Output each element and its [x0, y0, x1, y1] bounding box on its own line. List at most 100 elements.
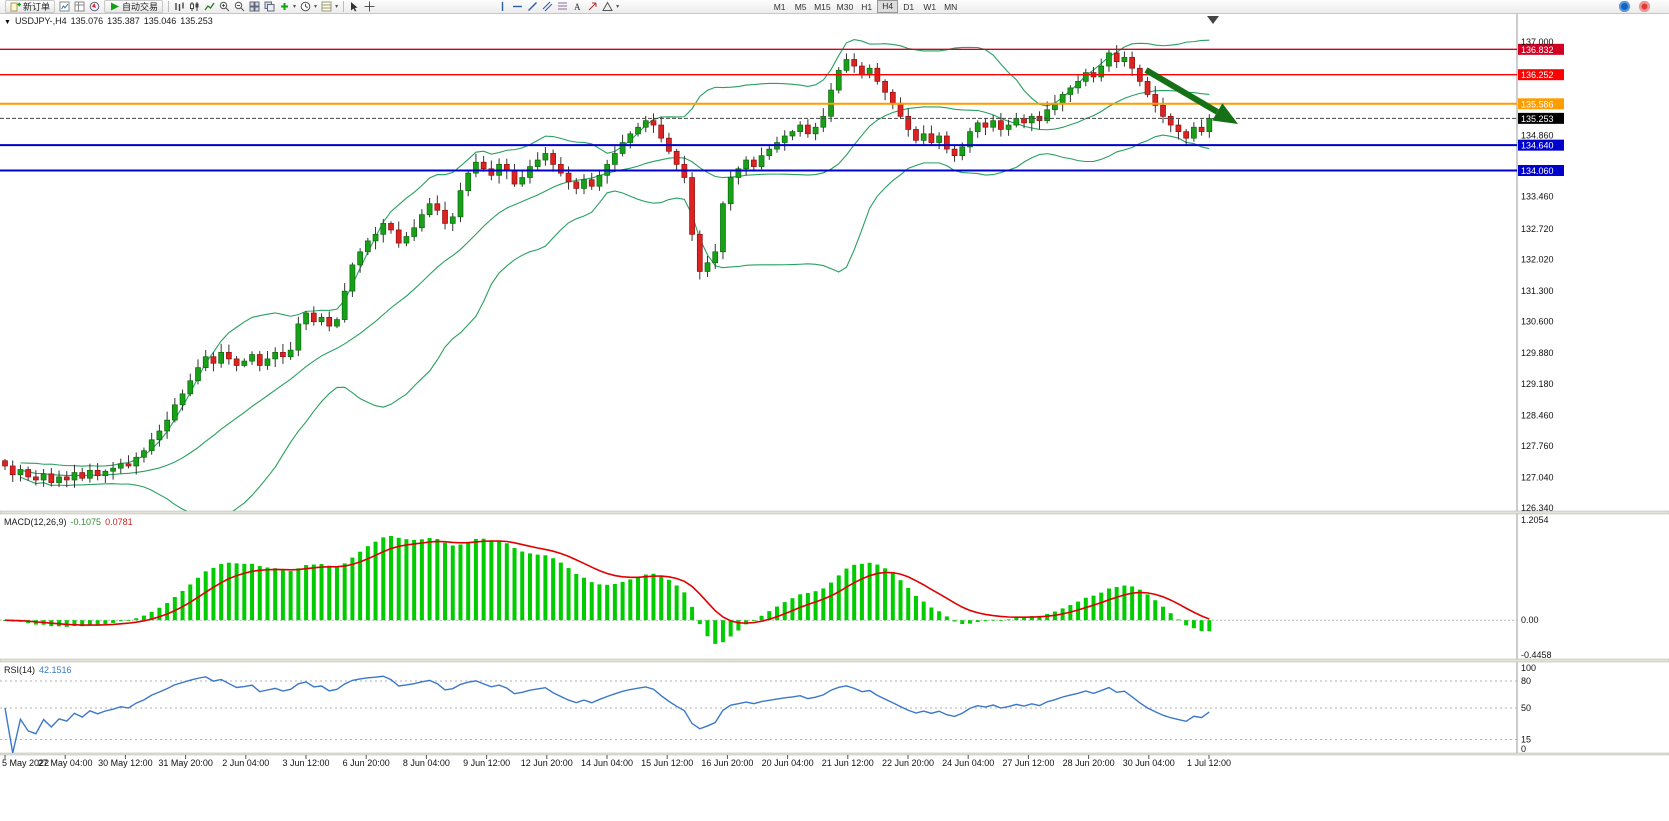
- svg-text:9 Jun 12:00: 9 Jun 12:00: [463, 758, 510, 768]
- price-tag: [1518, 139, 1564, 151]
- arrow-tool-button[interactable]: [585, 0, 600, 13]
- line-studies-toolbar: A ▾: [495, 0, 621, 13]
- macd-title: MACD(12,26,9): [4, 517, 67, 527]
- market-watch-icon: [59, 1, 70, 12]
- timeframe-d1[interactable]: D1: [903, 2, 915, 12]
- bar-chart-button[interactable]: [172, 0, 187, 13]
- periods-clock-icon: [300, 1, 311, 12]
- svg-text:136.252: 136.252: [1521, 70, 1554, 80]
- channel-button[interactable]: [540, 0, 555, 13]
- svg-text:131.300: 131.300: [1521, 286, 1554, 296]
- shapes-button[interactable]: ▾: [600, 0, 621, 13]
- candlestick-chart-button[interactable]: [187, 0, 202, 13]
- chart-shift-marker[interactable]: [1207, 16, 1219, 24]
- panel-separator[interactable]: [0, 752, 1669, 756]
- svg-text:135.253: 135.253: [1521, 114, 1554, 124]
- svg-text:0: 0: [1521, 744, 1526, 754]
- market-watch-button[interactable]: [57, 0, 72, 13]
- svg-text:8 Jun 04:00: 8 Jun 04:00: [403, 758, 450, 768]
- cursor-icon: [351, 2, 358, 12]
- timeframe-m5[interactable]: M5: [794, 2, 807, 12]
- trend-arrow[interactable]: [1144, 67, 1238, 124]
- vertical-line-button[interactable]: [495, 0, 510, 13]
- data-window-button[interactable]: [72, 0, 87, 13]
- templates-caret-icon: ▾: [335, 4, 339, 10]
- macd-plot: [0, 535, 1517, 644]
- svg-text:22 Jun 20:00: 22 Jun 20:00: [882, 758, 934, 768]
- chart-menu-icon[interactable]: ▼: [4, 19, 11, 26]
- blue-circle-icon[interactable]: [1619, 1, 1630, 12]
- svg-text:31 May 20:00: 31 May 20:00: [158, 758, 213, 768]
- timeframe-mn[interactable]: MN: [944, 2, 958, 12]
- timeframe-m1[interactable]: M1: [773, 2, 786, 12]
- macd-main-value: -0.1075: [70, 517, 102, 527]
- cascade-windows-icon: [264, 1, 275, 12]
- shapes-icon: [602, 1, 613, 11]
- trendline-icon: [528, 2, 538, 11]
- svg-text:136.832: 136.832: [1521, 45, 1554, 55]
- svg-text:14 Jun 04:00: 14 Jun 04:00: [581, 758, 633, 768]
- timeframe-m30[interactable]: M30: [836, 2, 854, 12]
- navigator-button[interactable]: [87, 0, 102, 13]
- svg-text:-0.4458: -0.4458: [1521, 650, 1552, 660]
- periods-button[interactable]: ▾: [298, 0, 319, 13]
- bollinger-band: [20, 134, 1210, 511]
- zoom-out-button[interactable]: [232, 0, 247, 13]
- macd-signal-value: 0.0781: [105, 517, 133, 527]
- svg-text:127.040: 127.040: [1521, 472, 1554, 482]
- timeframe-h4[interactable]: H4: [877, 0, 899, 13]
- svg-text:134.060: 134.060: [1521, 166, 1554, 176]
- new-order-label: 新订单: [23, 2, 51, 12]
- svg-text:24 Jun 04:00: 24 Jun 04:00: [942, 758, 994, 768]
- price-tag: [1518, 43, 1564, 55]
- timeframe-m15[interactable]: M15: [814, 2, 831, 12]
- text-tool-button[interactable]: A: [570, 0, 585, 13]
- timeframe-w1[interactable]: W1: [923, 2, 937, 12]
- svg-text:30 May 12:00: 30 May 12:00: [98, 758, 153, 768]
- timeframe-h1[interactable]: H1: [861, 2, 873, 12]
- horizontal-line-icon: [513, 5, 523, 8]
- tile-windows-button[interactable]: [247, 0, 262, 13]
- red-circle-icon[interactable]: [1639, 1, 1650, 12]
- horizontal-line-button[interactable]: [510, 0, 525, 13]
- panel-separator[interactable]: [0, 658, 1669, 663]
- templates-button[interactable]: ▾: [319, 0, 340, 13]
- crosshair-icon: [364, 1, 375, 12]
- rsi-title: RSI(14): [4, 665, 36, 675]
- templates-icon: [321, 1, 332, 12]
- svg-text:133.460: 133.460: [1521, 192, 1554, 202]
- panel-separator[interactable]: [0, 510, 1669, 515]
- trendline-button[interactable]: [525, 0, 540, 13]
- symbol-info: ▼ USDJPY-,H4 135.076 135.387 135.046 135.253: [4, 16, 217, 26]
- crosshair-button[interactable]: [362, 0, 377, 13]
- ohlc-open: 135.076: [70, 16, 104, 26]
- autotrading-button[interactable]: 自动交易: [104, 0, 164, 13]
- bar-chart-icon: [175, 2, 184, 11]
- new-order-button[interactable]: 新订单: [5, 0, 56, 13]
- indicators-button[interactable]: ▾: [277, 0, 298, 13]
- fibonacci-button[interactable]: [555, 0, 570, 13]
- svg-text:21 Jun 12:00: 21 Jun 12:00: [822, 758, 874, 768]
- navigator-icon: [89, 1, 100, 12]
- svg-text:15: 15: [1521, 735, 1531, 745]
- channel-icon: [542, 1, 553, 12]
- rsi-value: 42.1516: [39, 665, 72, 675]
- ohlc-high: 135.387: [107, 16, 140, 26]
- price-tag: [1518, 165, 1564, 177]
- zoom-in-button[interactable]: [217, 0, 232, 13]
- cascade-windows-button[interactable]: [262, 0, 277, 13]
- timeframe-toolbar: M1 M5 M15 M30 H1 H4 D1 W1 MN: [769, 0, 961, 13]
- main-toolbar: 新订单 自动交易 ▾ ▾ ▾ A ▾ M1 M5 M15 M30 H1 H4 D1 W1 MN: [0, 0, 1669, 14]
- line-chart-icon: [204, 2, 215, 11]
- cursor-button[interactable]: [347, 0, 362, 13]
- rsi-indicator-label: RSI(14) 42.1516: [4, 665, 76, 675]
- line-chart-button[interactable]: [202, 0, 217, 13]
- fibonacci-icon: [558, 2, 568, 10]
- svg-text:126.340: 126.340: [1521, 503, 1554, 513]
- svg-text:50: 50: [1521, 703, 1531, 713]
- cursor-toolbar: [347, 0, 377, 13]
- svg-text:132.720: 132.720: [1521, 224, 1554, 234]
- svg-text:137.000: 137.000: [1521, 37, 1554, 47]
